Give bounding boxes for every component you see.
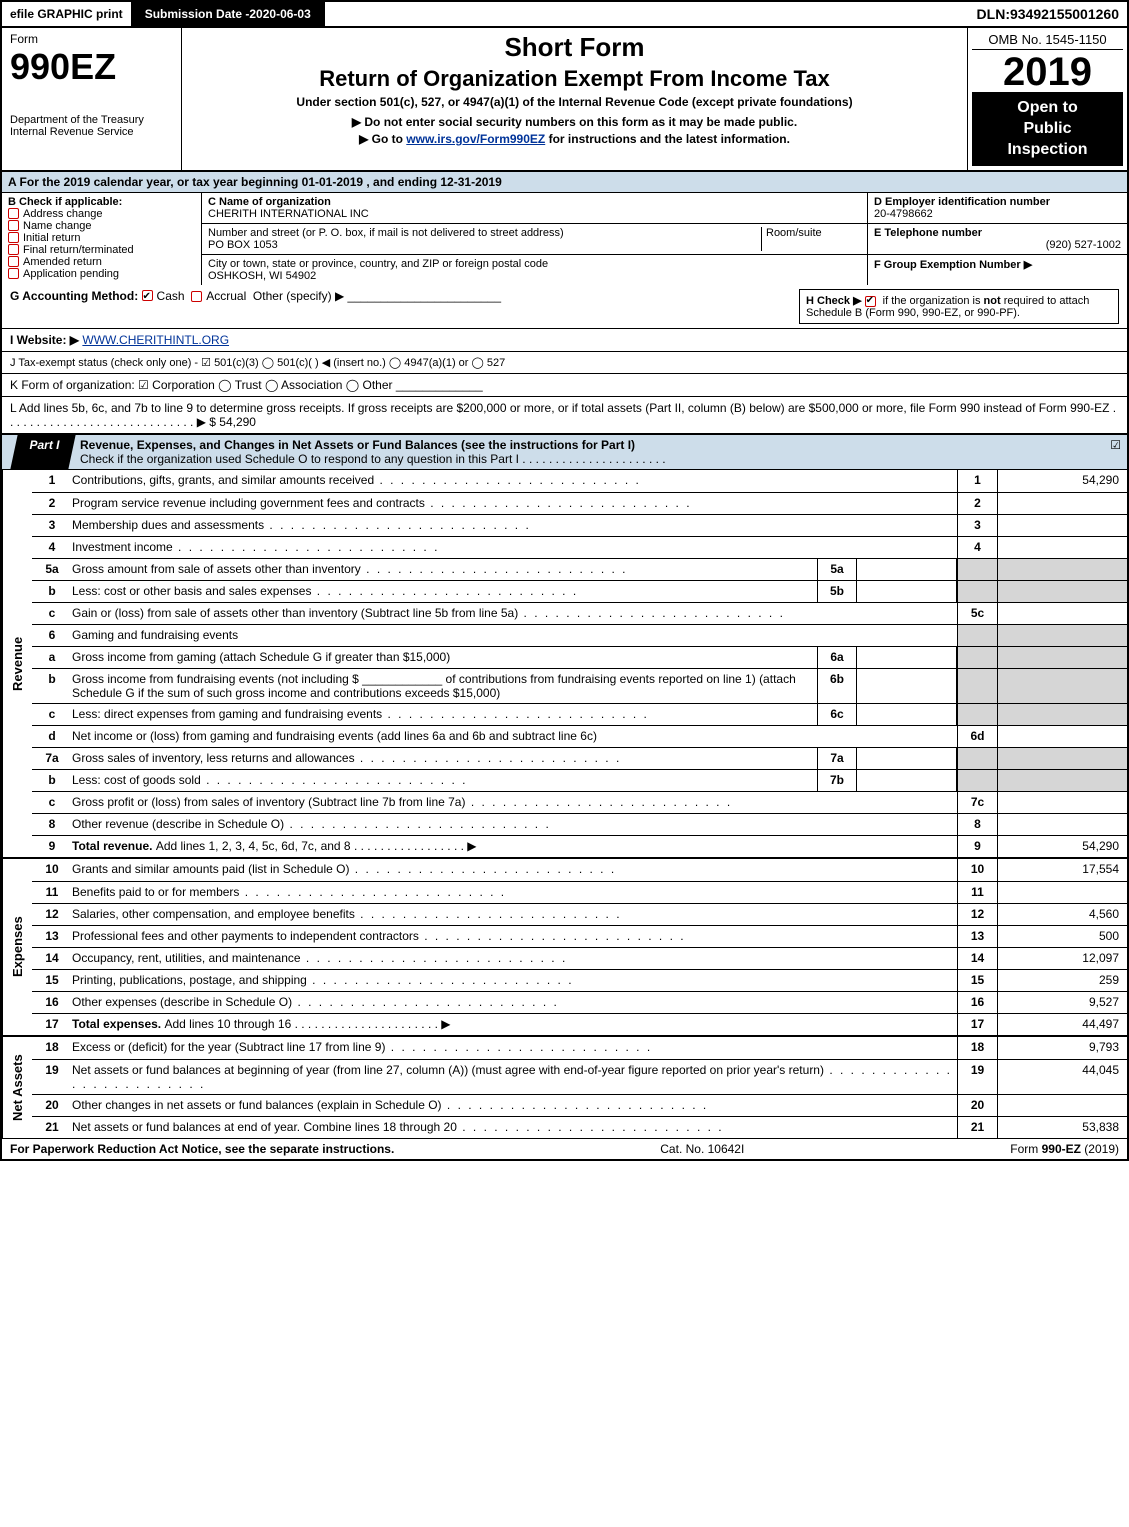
page-footer: For Paperwork Reduction Act Notice, see … [0,1139,1129,1161]
org-address: PO BOX 1053 [208,239,278,251]
dln: DLN: 93492155001260 [969,2,1127,26]
warning-ssn: ▶ Do not enter social security numbers o… [192,115,957,129]
line-17-total-expenses: 44,497 [997,1014,1127,1035]
tax-year: 2019 [972,52,1123,92]
irs-link[interactable]: www.irs.gov/Form990EZ [406,132,545,146]
under-section: Under section 501(c), 527, or 4947(a)(1)… [192,95,957,109]
line-l-gross-receipts: L Add lines 5b, 6c, and 7b to line 9 to … [0,397,1129,434]
line-1-val: 54,290 [997,470,1127,492]
line-a-tax-year: A For the 2019 calendar year, or tax yea… [0,171,1129,193]
financial-grid: Revenue 1Contributions, gifts, grants, a… [0,470,1129,1139]
box-b: B Check if applicable: Address change Na… [2,193,202,285]
return-title: Return of Organization Exempt From Incom… [192,66,957,92]
box-def: D Employer identification number20-47986… [867,193,1127,285]
org-city: OSHKOSH, WI 54902 [208,270,316,282]
line-21-net-assets-eoy: 53,838 [997,1117,1127,1138]
part1-schedule-o-check: ☑ [1104,435,1127,469]
org-name: CHERITH INTERNATIONAL INC [208,208,369,220]
top-toolbar: efile GRAPHIC print Submission Date - 20… [0,0,1129,28]
irs-label: Internal Revenue Service [10,126,173,138]
revenue-tab: Revenue [2,470,32,857]
omb-number: OMB No. 1545-1150 [972,32,1123,50]
line-g-h: G Accounting Method: Cash Accrual Other … [0,285,1129,329]
part-1-header: Part I Revenue, Expenses, and Changes in… [0,434,1129,470]
goto-link-line: ▶ Go to www.irs.gov/Form990EZ for instru… [192,132,957,146]
open-public-badge: Open toPublicInspection [972,92,1123,166]
box-c: C Name of organization CHERITH INTERNATI… [202,193,867,285]
telephone: (920) 527-1002 [874,239,1121,251]
ein: 20-4798662 [874,208,933,220]
website-link[interactable]: WWW.CHERITHINTL.ORG [82,333,229,347]
expenses-tab: Expenses [2,859,32,1035]
net-assets-tab: Net Assets [2,1037,32,1138]
form-word: Form [10,32,173,46]
line-k-form-org: K Form of organization: ☑ Corporation ◯ … [0,374,1129,397]
submission-date-button[interactable]: Submission Date - 2020-06-03 [133,2,325,26]
form-number: 990EZ [10,46,173,88]
dept-treasury: Department of the Treasury [10,114,173,126]
box-h: H Check ▶ if the organization is not req… [799,289,1119,324]
short-form-title: Short Form [192,32,957,63]
line-9-total-revenue: 54,290 [997,836,1127,857]
header-info-grid: B Check if applicable: Address change Na… [0,193,1129,285]
efile-label: efile GRAPHIC print [2,2,133,26]
form-header: Form 990EZ Department of the Treasury In… [0,28,1129,171]
line-i-website: I Website: ▶ WWW.CHERITHINTL.ORG [0,329,1129,352]
gross-receipts: 54,290 [219,415,256,429]
line-j-tax-exempt: J Tax-exempt status (check only one) - ☑… [0,352,1129,374]
